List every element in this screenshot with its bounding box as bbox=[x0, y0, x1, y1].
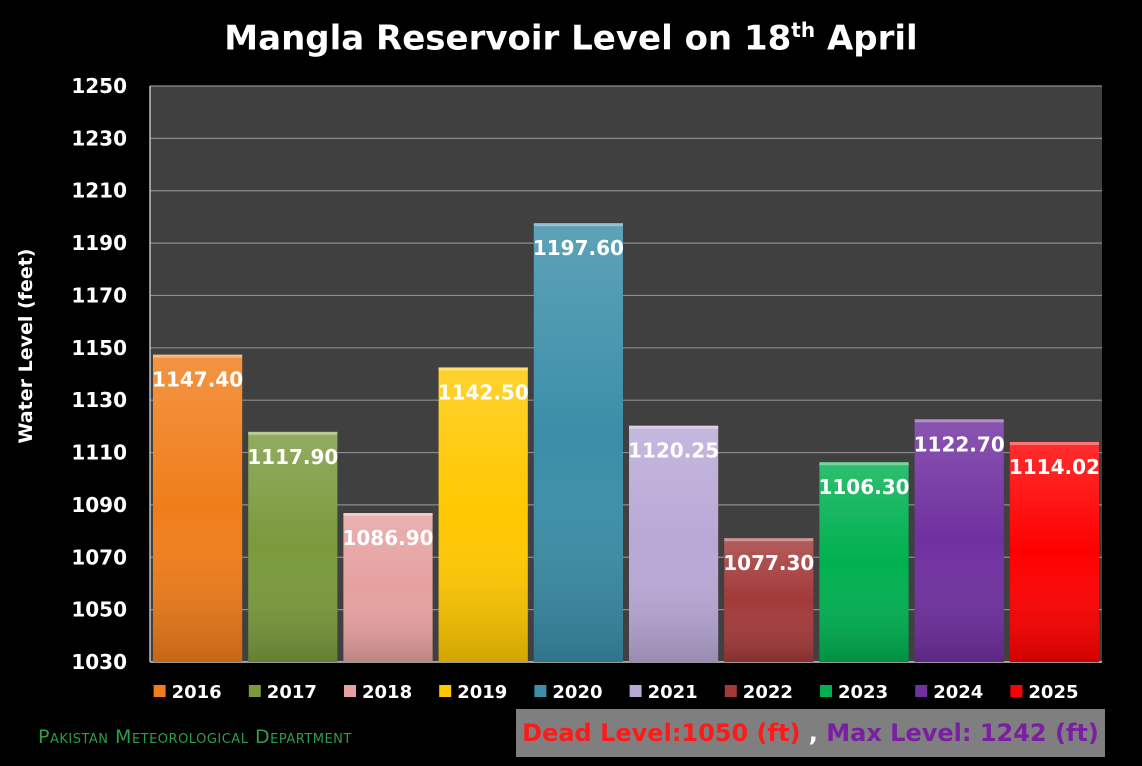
bar-top-highlight bbox=[1009, 442, 1099, 446]
y-tick-label: 1210 bbox=[71, 179, 127, 203]
legend-swatch bbox=[534, 685, 547, 697]
legend-swatch bbox=[344, 685, 356, 697]
bar-shading bbox=[438, 367, 528, 662]
bar-shading bbox=[914, 419, 1004, 662]
bar-top-highlight bbox=[248, 431, 338, 435]
max-level-text: Max Level: 1242 (ft) bbox=[826, 719, 1099, 747]
chart-title: Mangla Reservoir Level on 18th April bbox=[0, 18, 1142, 58]
y-tick-label: 1230 bbox=[71, 126, 127, 150]
data-label: 1120.25 bbox=[628, 439, 719, 463]
y-tick-label: 1250 bbox=[71, 74, 127, 98]
chart-title-superscript: th bbox=[791, 18, 816, 42]
bar-shading bbox=[343, 513, 433, 662]
bar-shading bbox=[153, 354, 243, 662]
y-axis-label: Water Level (feet) bbox=[15, 249, 37, 444]
level-separator: , bbox=[800, 719, 827, 747]
bar-top-highlight bbox=[629, 425, 719, 429]
bar-top-highlight bbox=[438, 367, 528, 371]
legend-swatch bbox=[248, 685, 261, 697]
bar-top-highlight bbox=[914, 419, 1004, 423]
legend-label: 2017 bbox=[267, 682, 317, 703]
legend-swatch bbox=[439, 685, 452, 697]
bar-series bbox=[153, 223, 1099, 662]
data-label: 1142.50 bbox=[438, 380, 529, 404]
y-tick-label: 1050 bbox=[71, 598, 127, 622]
legend-label: 2020 bbox=[552, 682, 602, 703]
y-axis-ticks: 1030 1050 1070 1090 1110 1130 1150 1170 1190 1210… bbox=[71, 74, 127, 674]
bar-shading bbox=[533, 223, 623, 662]
data-label: 1117.90 bbox=[247, 445, 338, 469]
data-labels: 1147.40 1117.90 1086.90 1142.50 1197.60 1120.… bbox=[152, 236, 1100, 575]
organization-name: Pakistan Meteorological Department bbox=[38, 726, 352, 748]
y-tick-label: 1070 bbox=[71, 545, 127, 569]
data-label: 1077.30 bbox=[723, 551, 814, 575]
legend-label: 2019 bbox=[457, 682, 507, 703]
bar-top-highlight bbox=[724, 538, 814, 542]
y-tick-label: 1090 bbox=[71, 493, 127, 517]
data-label: 1086.90 bbox=[342, 526, 433, 550]
bar-shading bbox=[629, 425, 719, 662]
legend-label: 2018 bbox=[362, 682, 412, 703]
chart-title-suffix: April bbox=[815, 18, 918, 59]
data-label: 1122.70 bbox=[914, 432, 1005, 456]
legend-label: 2024 bbox=[933, 682, 983, 703]
bar-shading bbox=[248, 431, 338, 662]
bar-shading bbox=[819, 462, 909, 662]
y-tick-label: 1110 bbox=[71, 441, 127, 465]
bar-shading bbox=[724, 538, 814, 662]
legend-label: 2016 bbox=[172, 682, 222, 703]
legend-swatch bbox=[629, 685, 642, 697]
y-tick-label: 1150 bbox=[71, 336, 127, 360]
y-tick-label: 1170 bbox=[71, 283, 127, 307]
legend-swatch bbox=[153, 685, 166, 697]
legend-swatch bbox=[915, 685, 928, 697]
bar-shading bbox=[1009, 442, 1099, 662]
legend-label: 2022 bbox=[743, 682, 793, 703]
data-label: 1106.30 bbox=[818, 475, 909, 499]
dead-level-text: Dead Level:1050 (ft) bbox=[522, 719, 801, 747]
level-info-box: Dead Level:1050 (ft) , Max Level: 1242 (… bbox=[516, 709, 1105, 757]
bar-top-highlight bbox=[533, 223, 623, 227]
legend-label: 2023 bbox=[838, 682, 888, 703]
y-tick-label: 1130 bbox=[71, 388, 127, 412]
legend-swatch bbox=[820, 685, 832, 697]
data-label: 1114.02 bbox=[1009, 455, 1100, 479]
legend: 2016 2017 2018 2019 2020 2021 2022 2023 2024 2025 bbox=[153, 682, 1079, 703]
y-tick-label: 1030 bbox=[71, 650, 127, 674]
bar-top-highlight bbox=[343, 513, 433, 517]
legend-swatch bbox=[724, 685, 737, 697]
legend-label: 2021 bbox=[648, 682, 698, 703]
bar-top-highlight bbox=[153, 354, 243, 358]
data-label: 1197.60 bbox=[533, 236, 624, 260]
chart-title-text: Mangla Reservoir Level on 18 bbox=[224, 18, 792, 59]
y-tick-label: 1190 bbox=[71, 231, 127, 255]
data-label: 1147.40 bbox=[152, 368, 243, 392]
bar-top-highlight bbox=[819, 462, 909, 466]
legend-swatch bbox=[1010, 685, 1023, 697]
legend-label: 2025 bbox=[1028, 682, 1078, 703]
